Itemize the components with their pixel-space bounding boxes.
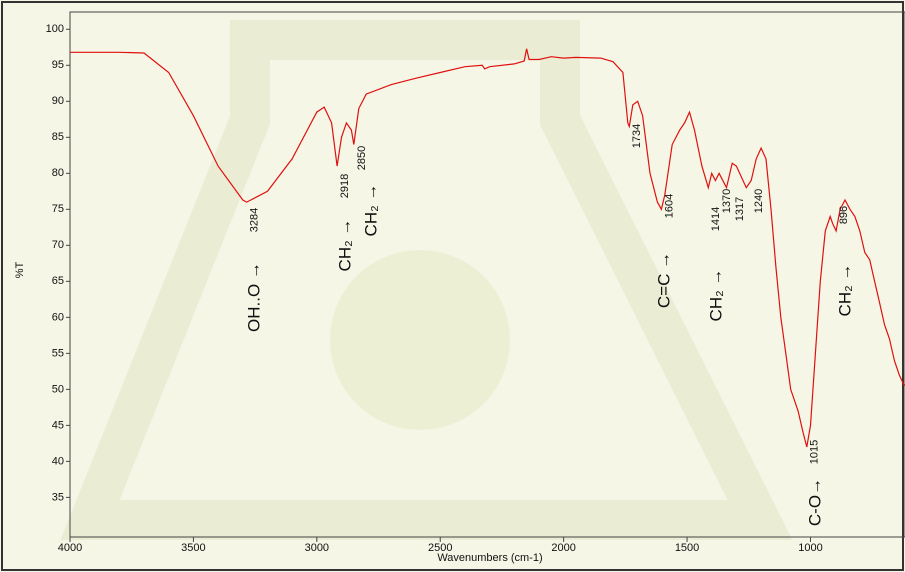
y-tick-label: 35 <box>52 491 64 503</box>
peak-label: 2850 <box>356 146 368 170</box>
peak-label: 1734 <box>631 124 643 148</box>
y-tick-label: 100 <box>46 23 64 35</box>
peak-label: 1240 <box>753 189 765 213</box>
y-tick-label: 65 <box>52 275 64 287</box>
spectrum-line <box>70 48 905 448</box>
x-axis-label: Wavenumbers (cm-1) <box>437 552 542 564</box>
peak-label: 896 <box>838 206 850 224</box>
peak-label: 1604 <box>663 194 675 218</box>
group-label: CH₂ → <box>335 219 354 272</box>
x-tick-label: 1500 <box>675 542 699 554</box>
peak-label: 2918 <box>339 174 351 198</box>
group-label: C-O→ <box>805 478 824 526</box>
y-tick-label: 75 <box>52 203 64 215</box>
x-tick-label: 4000 <box>58 542 82 554</box>
y-tick-label: 85 <box>52 131 64 143</box>
x-tick-label: 2500 <box>428 542 452 554</box>
peak-label: 1015 <box>809 440 821 464</box>
group-label: CH₂ → <box>706 269 725 322</box>
watermark <box>60 20 793 540</box>
y-tick-label: 80 <box>52 167 64 179</box>
group-label: OH..O → <box>244 262 263 332</box>
y-tick-label: 45 <box>52 419 64 431</box>
peak-label: 3284 <box>249 208 261 232</box>
y-tick-label: 50 <box>52 383 64 395</box>
group-label: CH₂ → <box>835 264 854 317</box>
y-tick-label: 90 <box>52 95 64 107</box>
y-tick-label: 55 <box>52 347 64 359</box>
y-tick-label: 70 <box>52 239 64 251</box>
plot-frame <box>69 11 905 538</box>
x-tick-label: 1000 <box>798 542 822 554</box>
x-tick-label: 3500 <box>181 542 205 554</box>
peak-label: 1370 <box>721 189 733 213</box>
group-label: CH₂ → <box>361 184 380 237</box>
y-tick-label: 40 <box>52 455 64 467</box>
peak-label: 1317 <box>734 197 746 221</box>
y-tick-label: 95 <box>52 59 64 71</box>
y-tick-label: 60 <box>52 311 64 323</box>
group-label: C=C → <box>654 252 673 308</box>
x-tick-label: 3000 <box>305 542 329 554</box>
x-tick-label: 2000 <box>551 542 575 554</box>
y-axis-label: %T <box>14 261 26 278</box>
peak-label: 1414 <box>710 207 722 231</box>
